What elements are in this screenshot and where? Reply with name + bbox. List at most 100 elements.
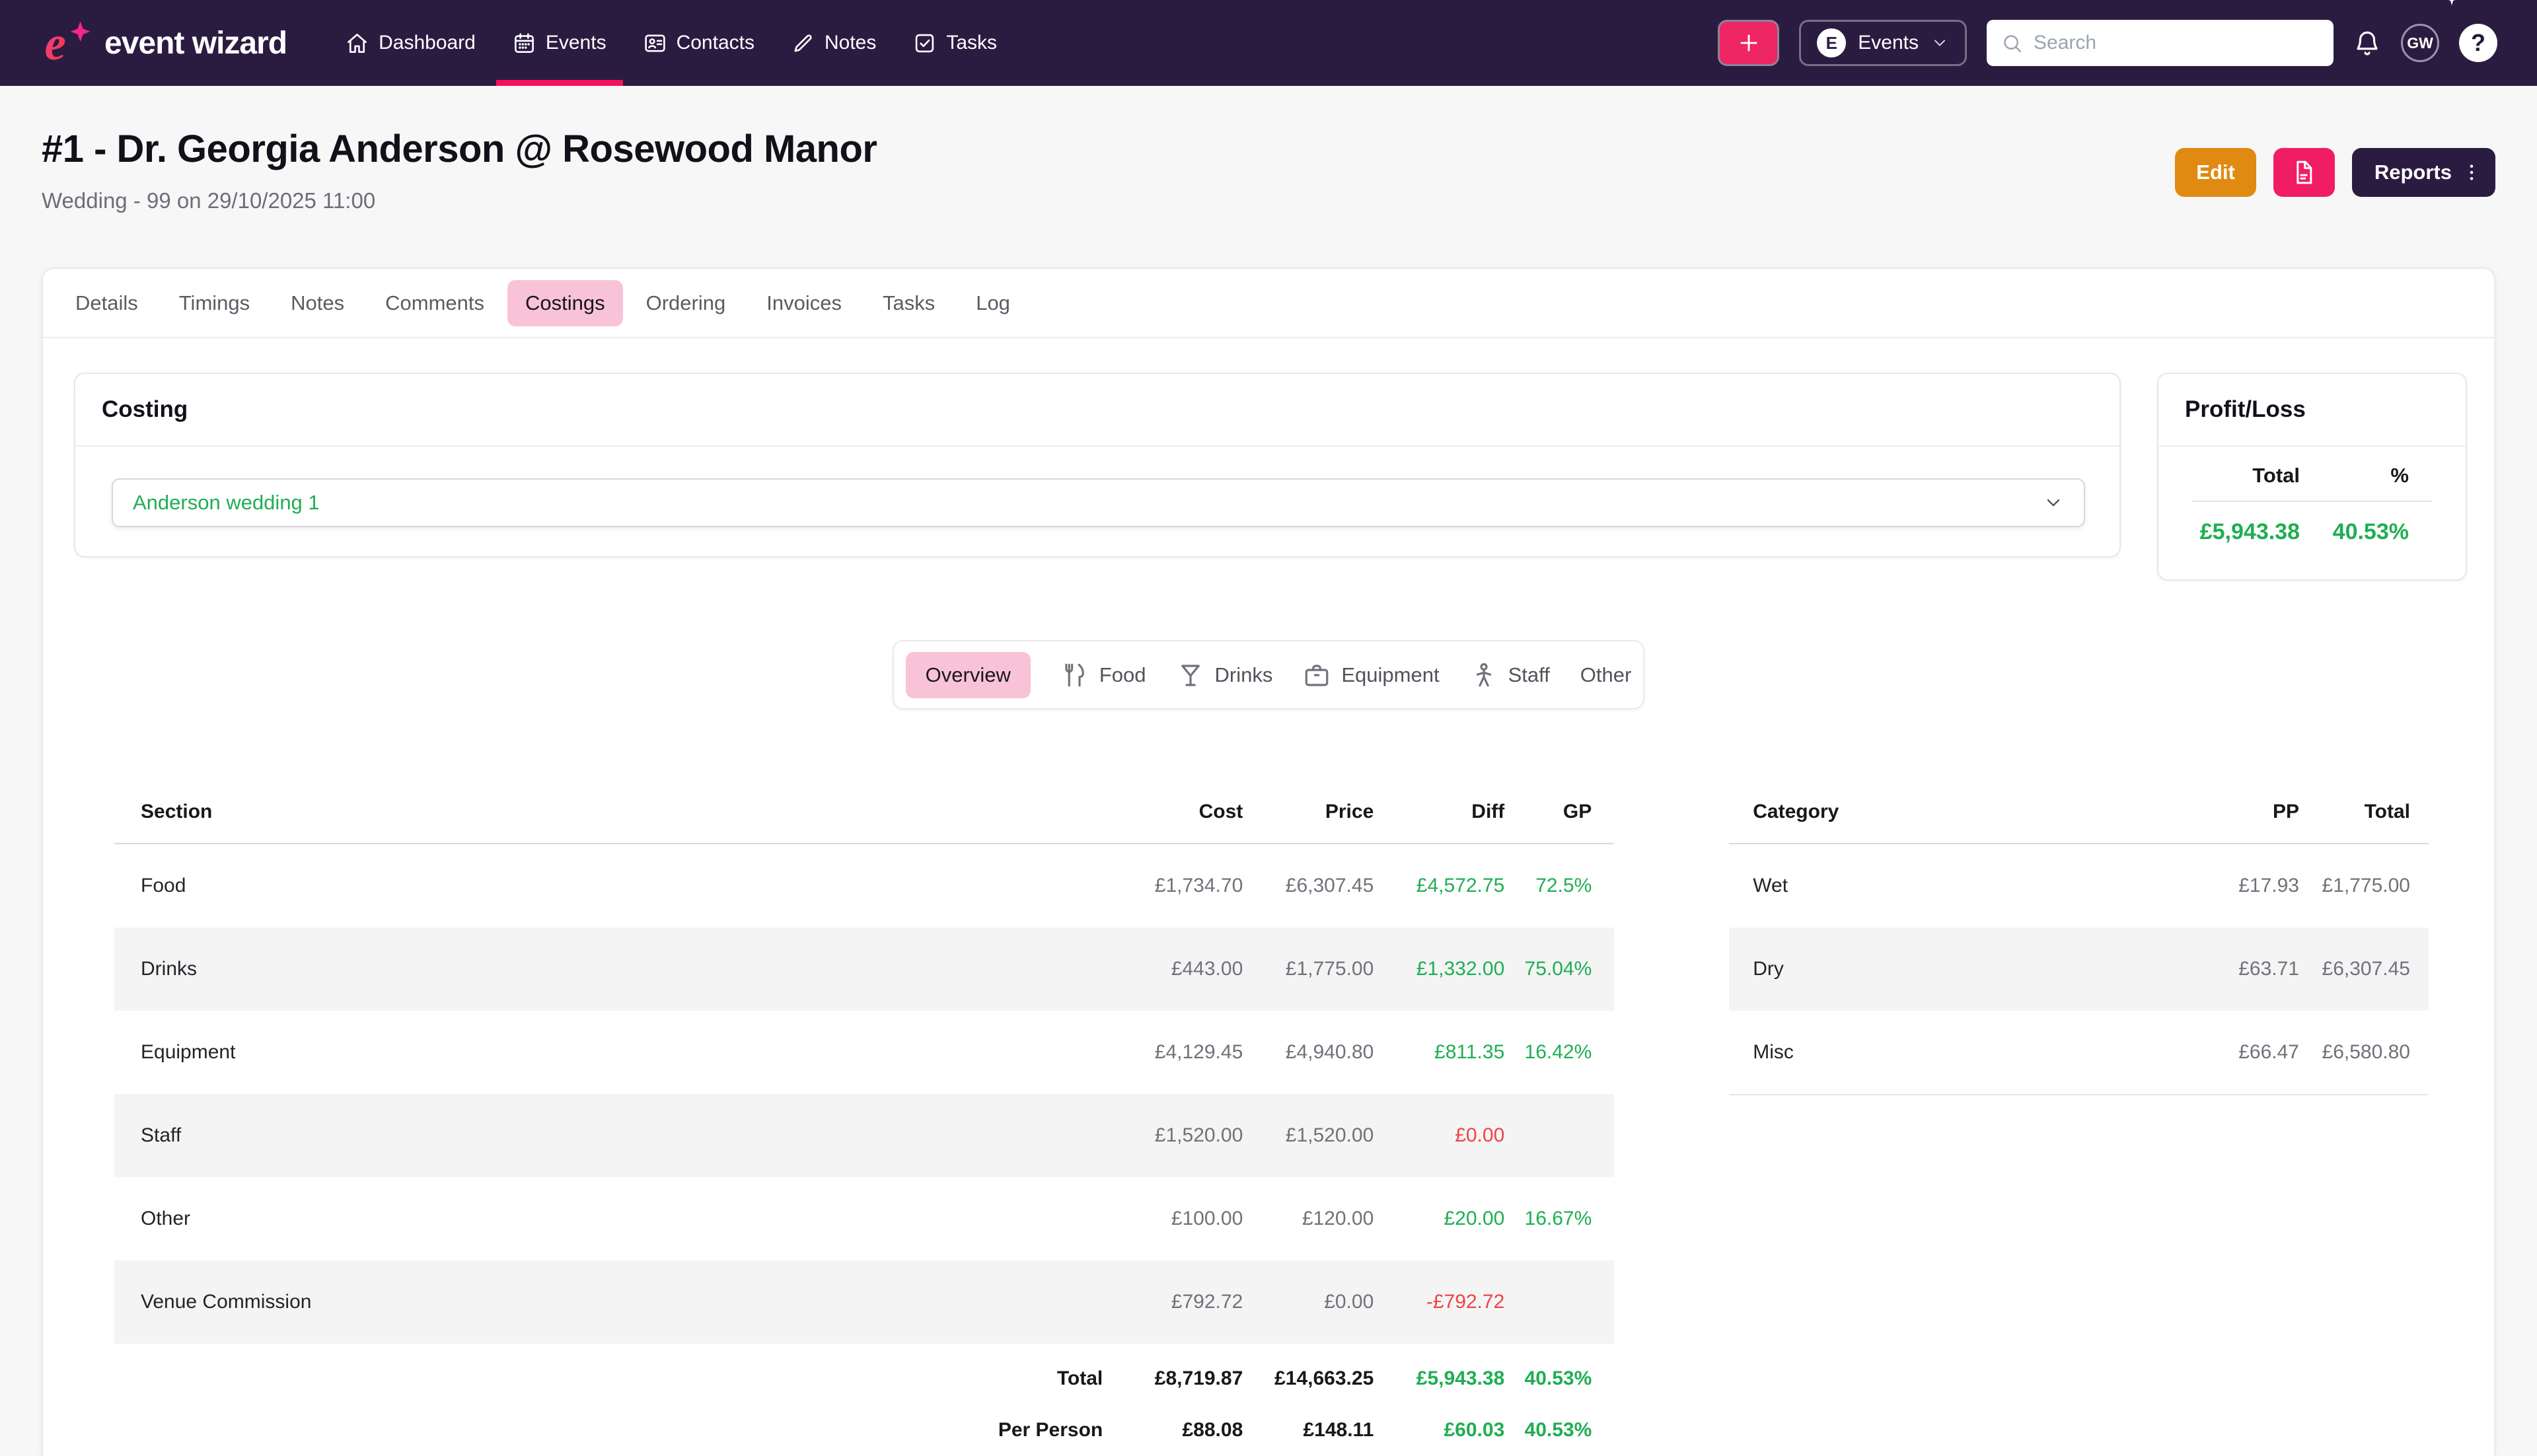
- table-row: Other £100.00 £120.00 £20.00 16.67%: [114, 1177, 1614, 1260]
- view-tab-food[interactable]: Food: [1061, 661, 1146, 689]
- table-row: Venue Commission £792.72 £0.00 -£792.72: [114, 1260, 1615, 1344]
- tab-invoices[interactable]: Invoices: [749, 280, 860, 326]
- kebab-menu-icon: [2461, 162, 2482, 183]
- search-box: [1987, 20, 2334, 66]
- nav-item-label: Dashboard: [379, 32, 476, 54]
- pen-icon: [791, 32, 815, 55]
- staff-icon: [1470, 661, 1498, 689]
- calendar-icon: [513, 32, 536, 55]
- page-subtitle: Wedding - 99 on 29/10/2025 11:00: [42, 188, 376, 213]
- view-tab-label: Drinks: [1214, 663, 1273, 686]
- costing-select-value: Anderson wedding 1: [133, 491, 320, 514]
- section-cell: Other: [141, 1208, 191, 1229]
- total-cell: £1,775.00: [2322, 875, 2410, 896]
- event-tabs: Details Timings Notes Comments Costings Order…: [43, 269, 2494, 338]
- help-button[interactable]: ?: [2459, 24, 2497, 62]
- profit-loss-panel: Profit/Loss Total % £5,943.38 40.53%: [2157, 373, 2467, 581]
- view-tab-label: Overview: [925, 663, 1011, 686]
- nav-item-label: Events: [545, 32, 607, 54]
- tab-details[interactable]: Details: [57, 280, 156, 326]
- reports-button[interactable]: Reports: [2351, 148, 2495, 197]
- nav-item-tasks[interactable]: Tasks: [897, 0, 1013, 86]
- gp-cell: 40.53%: [1524, 1419, 1592, 1441]
- tab-costings[interactable]: Costings: [507, 279, 623, 326]
- section-cell: Staff: [141, 1124, 182, 1146]
- column-header: GP: [1563, 801, 1592, 822]
- primary-nav: Dashboard Events Contacts Notes Tasks: [329, 0, 1013, 86]
- nav-item-label: Contacts: [676, 32, 754, 54]
- nav-item-dashboard[interactable]: Dashboard: [329, 0, 492, 86]
- gp-cell: 75.04%: [1524, 958, 1592, 980]
- home-icon: [346, 32, 369, 55]
- content-card: Details Timings Notes Comments Costings Order…: [42, 268, 2495, 1456]
- view-tab-staff[interactable]: Staff: [1470, 661, 1550, 689]
- reports-label: Reports: [2374, 161, 2452, 184]
- diff-cell: £0.00: [1455, 1124, 1505, 1146]
- tab-timings[interactable]: Timings: [161, 280, 268, 326]
- profit-loss-col-pct: %: [2390, 464, 2409, 487]
- profit-loss-pct-value: 40.53%: [2332, 519, 2409, 544]
- diff-cell: £20.00: [1444, 1208, 1505, 1229]
- app-logo[interactable]: e event wizard: [40, 0, 2456, 86]
- page-header: #1 - Dr. Georgia Anderson @ Rosewood Man…: [0, 86, 2537, 268]
- equipment-icon: [1303, 661, 1331, 689]
- gp-cell: 16.67%: [1524, 1208, 1592, 1229]
- tab-ordering[interactable]: Ordering: [628, 280, 744, 326]
- nav-item-label: Tasks: [946, 32, 998, 54]
- search-input[interactable]: [2034, 32, 2319, 54]
- section-cell: Food: [141, 875, 186, 896]
- costing-select[interactable]: Anderson wedding 1: [112, 478, 2085, 527]
- view-tab-overview[interactable]: Overview: [905, 651, 1031, 698]
- column-header: Total: [2364, 801, 2410, 822]
- profit-loss-title: Profit/Loss: [2158, 374, 2466, 447]
- avatar[interactable]: GW: [2401, 24, 2439, 62]
- section-cell: Venue Commission: [141, 1291, 312, 1313]
- tab-log[interactable]: Log: [958, 280, 1028, 326]
- gp-cell: 72.5%: [1535, 875, 1592, 896]
- view-tab-drinks[interactable]: Drinks: [1177, 661, 1273, 689]
- categories-table-header: Category PP Total: [1729, 783, 2429, 844]
- section-cell: Equipment: [141, 1041, 236, 1063]
- nav-item-notes[interactable]: Notes: [775, 0, 893, 86]
- cost-cell: £100.00: [1171, 1208, 1243, 1229]
- profit-loss-col-total: Total: [2252, 464, 2300, 487]
- price-cell: £6,307.45: [1285, 875, 1374, 896]
- tab-notes[interactable]: Notes: [273, 280, 362, 326]
- top-nav: e event wizard Dashboard Events Contacts No…: [0, 0, 2537, 86]
- diff-cell: -£792.72: [1426, 1291, 1505, 1313]
- table-row: Food £1,734.70 £6,307.45 £4,572.75 72.5%: [114, 844, 1614, 928]
- view-tab-label: Food: [1099, 663, 1146, 686]
- nav-item-contacts[interactable]: Contacts: [627, 0, 771, 86]
- logo-text: event wizard: [104, 25, 287, 61]
- logo-icon: e: [40, 15, 95, 71]
- diff-cell: £4,572.75: [1416, 875, 1505, 896]
- pp-cell: £63.71: [2238, 958, 2299, 980]
- edit-button[interactable]: Edit: [2175, 148, 2256, 197]
- tab-tasks[interactable]: Tasks: [865, 280, 953, 326]
- view-tab-equipment[interactable]: Equipment: [1303, 661, 1440, 689]
- notifications-bell-icon[interactable]: [2353, 29, 2381, 57]
- diff-cell: £811.35: [1434, 1041, 1505, 1063]
- table-footer-row: Total £8,719.87 £14,663.25 £5,943.38 40.53%: [114, 1344, 1614, 1404]
- cost-cell: £1,734.70: [1154, 875, 1243, 896]
- table-row: Dry £63.71 £6,307.45: [1729, 928, 2429, 1011]
- table-footer-row: Per Person £88.08 £148.11 £60.03 40.53%: [114, 1404, 1614, 1456]
- column-header: Diff: [1471, 801, 1505, 822]
- pp-cell: £17.93: [2238, 875, 2299, 896]
- sparkle-icon: [2445, 0, 2459, 7]
- context-switcher[interactable]: E Events: [1799, 20, 1967, 66]
- drinks-icon: [1177, 661, 1204, 689]
- tasks-icon: [913, 32, 936, 55]
- add-button[interactable]: [1718, 20, 1780, 66]
- view-tab-label: Staff: [1508, 663, 1550, 686]
- document-button[interactable]: [2273, 148, 2335, 197]
- cost-cell: £1,520.00: [1154, 1124, 1243, 1146]
- table-row: Staff £1,520.00 £1,520.00 £0.00: [114, 1094, 1615, 1177]
- column-header: Cost: [1198, 801, 1243, 822]
- price-cell: £1,775.00: [1285, 958, 1374, 980]
- footer-label: Total: [1056, 1367, 1103, 1389]
- nav-item-events[interactable]: Events: [496, 0, 623, 86]
- tab-comments[interactable]: Comments: [367, 280, 502, 326]
- price-cell: £0.00: [1324, 1291, 1374, 1313]
- view-tab-other[interactable]: Other: [1580, 663, 1632, 687]
